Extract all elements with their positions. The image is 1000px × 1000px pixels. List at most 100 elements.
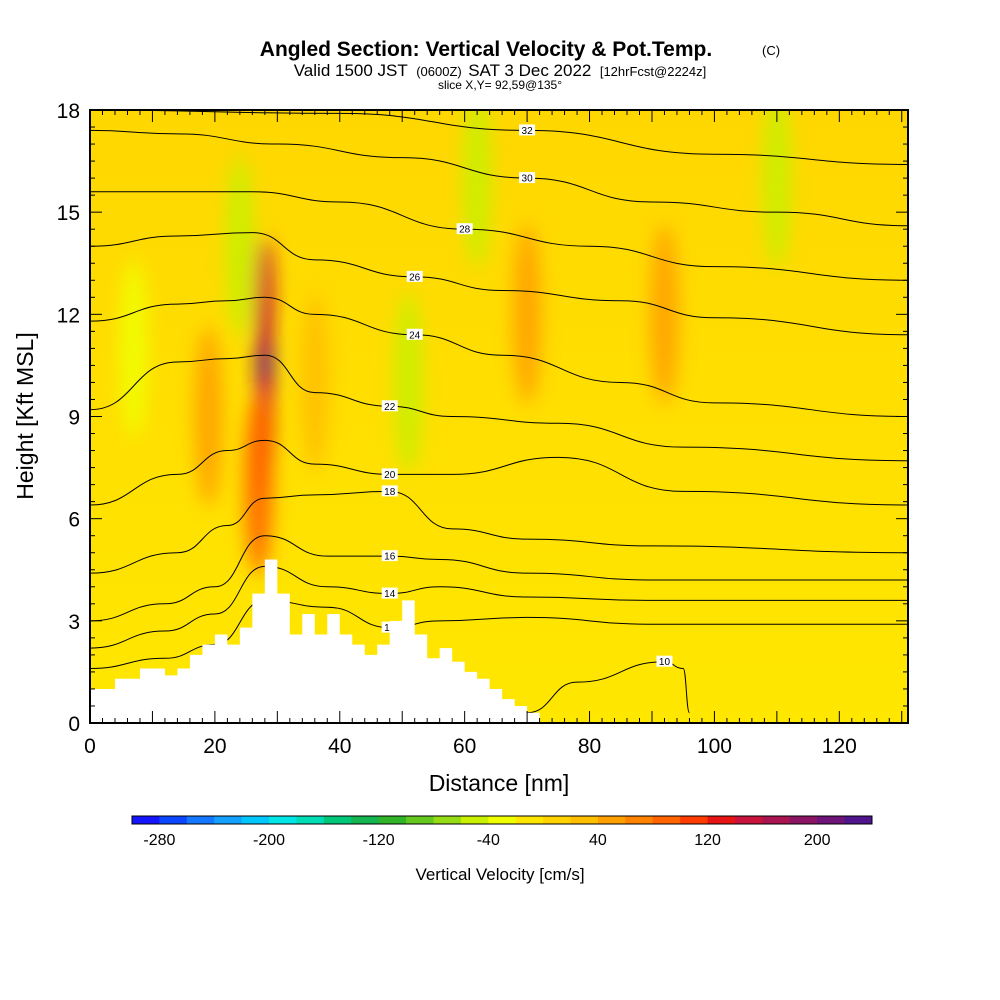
contour-label: 18 <box>384 487 396 498</box>
colorbar-swatch <box>296 816 325 824</box>
velocity-cell <box>300 292 329 473</box>
contour-label: 22 <box>384 402 396 413</box>
valid-date: SAT 3 Dec 2022 <box>468 61 591 80</box>
contour-label-bg <box>456 223 473 235</box>
x-axis-title: Distance [nm] <box>429 770 570 796</box>
plot-area: 101214161820222426283032 <box>90 110 908 723</box>
velocity-cell <box>394 292 423 473</box>
x-tick-label: 120 <box>822 735 857 758</box>
colorbar <box>131 815 873 825</box>
colorbar-tick-label: 200 <box>804 832 831 849</box>
theta-contour-line <box>90 129 908 227</box>
y-tick-label: 0 <box>68 713 80 736</box>
colorbar-swatch <box>132 816 160 824</box>
colorbar-tick-label: 40 <box>589 832 607 849</box>
forecast-info: [12hrFcst@2224z] <box>600 64 706 79</box>
chart-title: Angled Section: Vertical Velocity & Pot.… <box>260 38 712 61</box>
y-tick-label: 3 <box>68 611 80 634</box>
colorbar-swatch <box>680 816 709 824</box>
contour-label: 28 <box>459 225 471 236</box>
colorbar-tick-label: -40 <box>477 832 500 849</box>
colorbar-swatch <box>570 816 599 824</box>
theta-contours: 101214161820222426283032 <box>90 110 908 714</box>
colorbar-swatch <box>159 816 188 824</box>
y-tick-labels: 0 3 6 9 12 15 18 <box>57 100 80 736</box>
colorbar-swatch <box>652 816 681 824</box>
contour-label-bg <box>381 587 398 599</box>
contour-label: 30 <box>522 174 534 185</box>
colorbar-tick-label: -200 <box>253 832 285 849</box>
colorbar-swatch <box>214 816 243 824</box>
colorbar-swatch <box>406 816 434 824</box>
x-tick-label: 0 <box>84 735 96 758</box>
contour-label: 32 <box>522 126 534 137</box>
colorbar-tick-labels: -280 -200 -120 -40 40 120 200 <box>143 832 830 849</box>
colorbar-frame <box>131 815 873 825</box>
contour-label-bg <box>406 270 423 282</box>
colorbar-swatch <box>241 816 270 824</box>
valid-prefix: Valid 1500 JST <box>294 61 408 80</box>
colorbar-swatch <box>707 816 736 824</box>
y-tick-label: 18 <box>57 100 80 123</box>
y-axis-title: Height [Kft MSL] <box>12 332 38 499</box>
contour-label-bg <box>381 485 398 497</box>
axis-ticks <box>89 109 908 724</box>
velocity-cell <box>194 326 223 507</box>
x-tick-label: 100 <box>697 735 732 758</box>
y-tick-label: 15 <box>57 202 80 225</box>
contour-label: 20 <box>384 470 396 481</box>
colorbar-swatch <box>186 816 215 824</box>
colorbar-swatch <box>543 816 572 824</box>
colorbar-swatch <box>817 816 846 824</box>
contour-label: 16 <box>384 552 396 563</box>
colorbar-tick-label: -120 <box>363 832 395 849</box>
colorbar-swatch <box>378 816 407 824</box>
x-tick-label: 80 <box>578 735 601 758</box>
colorbar-title: Vertical Velocity [cm/s] <box>415 865 584 884</box>
colorbar-swatch <box>488 816 517 824</box>
valid-time-line: Valid 1500 JST (0600Z) SAT 3 Dec 2022 [1… <box>294 61 707 80</box>
contour-label: 14 <box>384 589 396 600</box>
y-tick-label: 6 <box>68 509 80 532</box>
x-tick-label: 20 <box>203 735 226 758</box>
x-tick-label: 40 <box>328 735 351 758</box>
velocity-cell <box>650 224 679 405</box>
contour-label: 26 <box>409 272 421 283</box>
colorbar-swatch <box>762 816 791 824</box>
valid-zulu: (0600Z) <box>416 64 462 79</box>
velocity-cell <box>225 156 254 337</box>
theta-contour-line <box>90 191 908 281</box>
velocity-cell <box>463 110 492 269</box>
theta-contour-line <box>527 661 690 714</box>
velocity-field <box>119 110 791 575</box>
contour-label-bg <box>406 328 423 340</box>
contour-label-bg <box>519 124 536 136</box>
colorbar-swatch <box>515 816 544 824</box>
y-tick-label: 12 <box>57 304 80 327</box>
colorbar-tick-label: -280 <box>143 832 175 849</box>
contour-label: 24 <box>409 330 421 341</box>
y-tick-label: 9 <box>68 407 80 430</box>
contour-label-bg <box>381 400 398 412</box>
velocity-cell <box>119 258 148 439</box>
slice-info: slice X,Y= 92,59@135° <box>438 78 562 92</box>
x-tick-label: 60 <box>453 735 476 758</box>
x-tick-labels: 0 20 40 60 80 100 120 <box>84 735 857 758</box>
colorbar-swatch <box>789 816 818 824</box>
velocity-cell <box>244 394 273 575</box>
colorbar-swatch <box>460 816 489 824</box>
velocity-cell <box>762 110 791 269</box>
contour-label: 10 <box>659 657 671 668</box>
colorbar-swatch <box>433 816 462 824</box>
colorbar-swatch <box>844 816 873 824</box>
contour-label-bg <box>519 172 536 184</box>
colorbar-tick-label: 120 <box>694 832 721 849</box>
colorbar-swatch <box>351 816 380 824</box>
contour-label-bg <box>381 468 398 480</box>
colorbar-swatch <box>323 816 352 824</box>
theta-contour-line <box>90 232 908 336</box>
terrain-mask <box>90 559 540 723</box>
contour-label-bg <box>656 655 673 667</box>
